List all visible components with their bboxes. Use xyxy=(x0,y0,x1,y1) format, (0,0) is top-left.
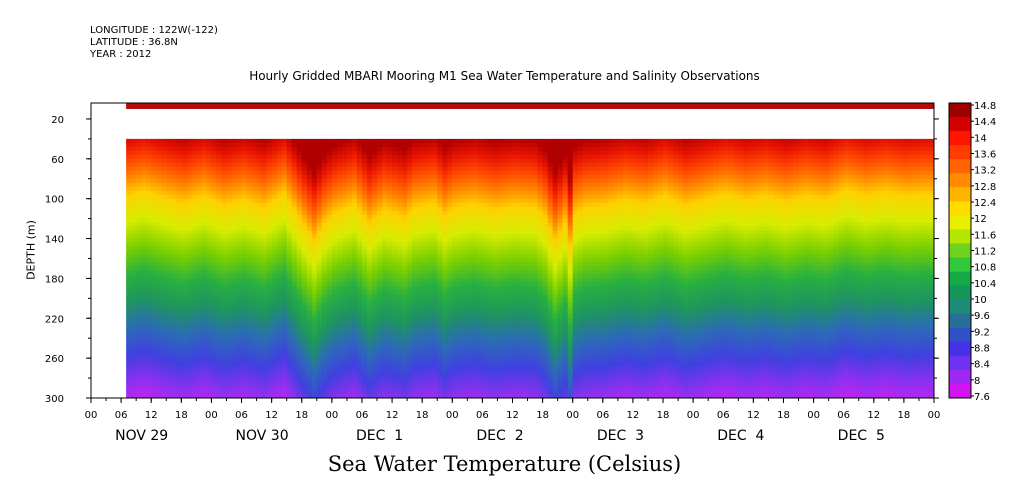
longitude-label: LONGITUDE : 122W(-122) xyxy=(90,25,218,36)
y-tick-label: 140 xyxy=(45,235,64,246)
x-tick-label: 06 xyxy=(837,410,850,421)
x-tick-label: 12 xyxy=(386,410,399,421)
y-tick-label: 100 xyxy=(45,195,64,206)
colorbar-swatch xyxy=(949,117,971,132)
colorbar-swatch xyxy=(949,187,971,202)
colorbar: 14.8 14.4 14 13.6 13.2 12.8 12.4 12 11.6 11.2 10.8… xyxy=(948,101,996,403)
x-tick-label: 06 xyxy=(476,410,489,421)
colorbar-label: 11.2 xyxy=(974,247,996,258)
colorbar-label: 10.4 xyxy=(974,279,996,290)
temperature-field xyxy=(126,138,934,398)
x-day-label: DEC 3 xyxy=(597,428,644,444)
x-tick-label: 12 xyxy=(627,410,640,421)
colorbar-label: 8 xyxy=(974,376,980,387)
y-tick-label: 20 xyxy=(51,115,64,126)
colorbar-label: 13.6 xyxy=(974,150,996,161)
colorbar-swatch xyxy=(949,299,971,315)
x-tick-label: 00 xyxy=(446,410,459,421)
x-tick-label: 18 xyxy=(536,410,549,421)
year-label: YEAR : 2012 xyxy=(90,49,152,60)
colorbar-swatch xyxy=(949,145,971,160)
colorbar-swatch xyxy=(949,215,971,230)
colorbar-swatch xyxy=(949,159,971,174)
x-tick-label: 00 xyxy=(85,410,98,421)
x-tick-label: 18 xyxy=(898,410,911,421)
x-day-label: DEC 5 xyxy=(838,428,885,444)
y-tick-label: 220 xyxy=(45,314,64,325)
x-day-label: DEC 4 xyxy=(717,428,764,444)
colorbar-swatch xyxy=(949,257,971,272)
colorbar-label: 12.4 xyxy=(974,198,996,209)
x-tick-label: 18 xyxy=(175,410,188,421)
x-tick-label: 12 xyxy=(506,410,519,421)
colorbar-swatch xyxy=(949,313,971,329)
colorbar-swatch xyxy=(949,131,971,146)
x-axis-title: Sea Water Temperature (Celsius) xyxy=(327,452,682,476)
x-day-label: DEC 1 xyxy=(356,428,403,444)
colorbar-swatch xyxy=(949,271,971,287)
x-tick-label: 18 xyxy=(657,410,670,421)
colorbar-label: 14.8 xyxy=(974,101,996,112)
latitude-label: LATITUDE : 36.8N xyxy=(90,37,178,48)
x-tick-label: 00 xyxy=(807,410,820,421)
x-tick-label: 00 xyxy=(566,410,579,421)
colorbar-label: 8.8 xyxy=(974,344,990,355)
colorbar-label: 8.4 xyxy=(974,360,990,371)
colorbar-label: 10.8 xyxy=(974,263,996,274)
y-tick-label: 260 xyxy=(45,354,64,365)
colorbar-swatch xyxy=(949,285,971,301)
x-tick-label: 12 xyxy=(265,410,278,421)
surface-band xyxy=(126,103,934,109)
x-day-label: DEC 2 xyxy=(476,428,523,444)
x-tick-label: 12 xyxy=(145,410,158,421)
x-tick-label: 06 xyxy=(356,410,369,421)
colorbar-label: 14 xyxy=(974,133,987,144)
colorbar-label: 9.6 xyxy=(974,311,990,322)
colorbar-swatch xyxy=(949,229,971,244)
colorbar-label: 7.6 xyxy=(974,392,990,403)
colorbar-swatch xyxy=(949,201,971,216)
x-day-label: NOV 29 xyxy=(115,428,168,444)
x-tick-label: 12 xyxy=(747,410,760,421)
x-tick-label: 06 xyxy=(235,410,248,421)
x-tick-label: 00 xyxy=(325,410,338,421)
x-tick-label: 06 xyxy=(115,410,128,421)
colorbar-label: 14.4 xyxy=(974,117,996,128)
colorbar-label: 10 xyxy=(974,295,987,306)
colorbar-swatch xyxy=(949,243,971,258)
colorbar-swatch xyxy=(949,369,971,385)
colorbar-label: 11.6 xyxy=(974,230,996,241)
colorbar-label: 12.8 xyxy=(974,182,996,193)
x-tick-label: 00 xyxy=(205,410,218,421)
colorbar-swatch xyxy=(949,327,971,343)
x-tick-label: 18 xyxy=(777,410,790,421)
colorbar-swatch xyxy=(949,173,971,188)
y-axis: 20 60 100 140 180 220 260 300 xyxy=(45,115,939,405)
y-tick-label: 180 xyxy=(45,274,64,285)
x-tick-label: 12 xyxy=(867,410,880,421)
colorbar-swatch xyxy=(949,341,971,357)
colorbar-swatch xyxy=(949,383,971,399)
x-tick-label: 00 xyxy=(928,410,941,421)
colorbar-label: 9.2 xyxy=(974,327,990,338)
y-tick-label: 60 xyxy=(51,155,64,166)
colorbar-label: 13.2 xyxy=(974,166,996,177)
colorbar-swatch xyxy=(949,355,971,371)
chart-title: Hourly Gridded MBARI Mooring M1 Sea Wate… xyxy=(249,69,760,83)
x-axis: 00 06 12 18 00 06 12 18 00 06 12 18 00 06 12 18 00 06 12 18… xyxy=(85,398,941,444)
x-tick-label: 06 xyxy=(717,410,730,421)
x-tick-label: 00 xyxy=(687,410,700,421)
colorbar-swatch xyxy=(949,103,971,118)
y-tick-label: 300 xyxy=(45,394,64,405)
x-tick-label: 18 xyxy=(295,410,308,421)
x-tick-label: 18 xyxy=(416,410,429,421)
colorbar-label: 12 xyxy=(974,214,987,225)
x-day-label: NOV 30 xyxy=(236,428,289,444)
x-tick-label: 06 xyxy=(596,410,609,421)
